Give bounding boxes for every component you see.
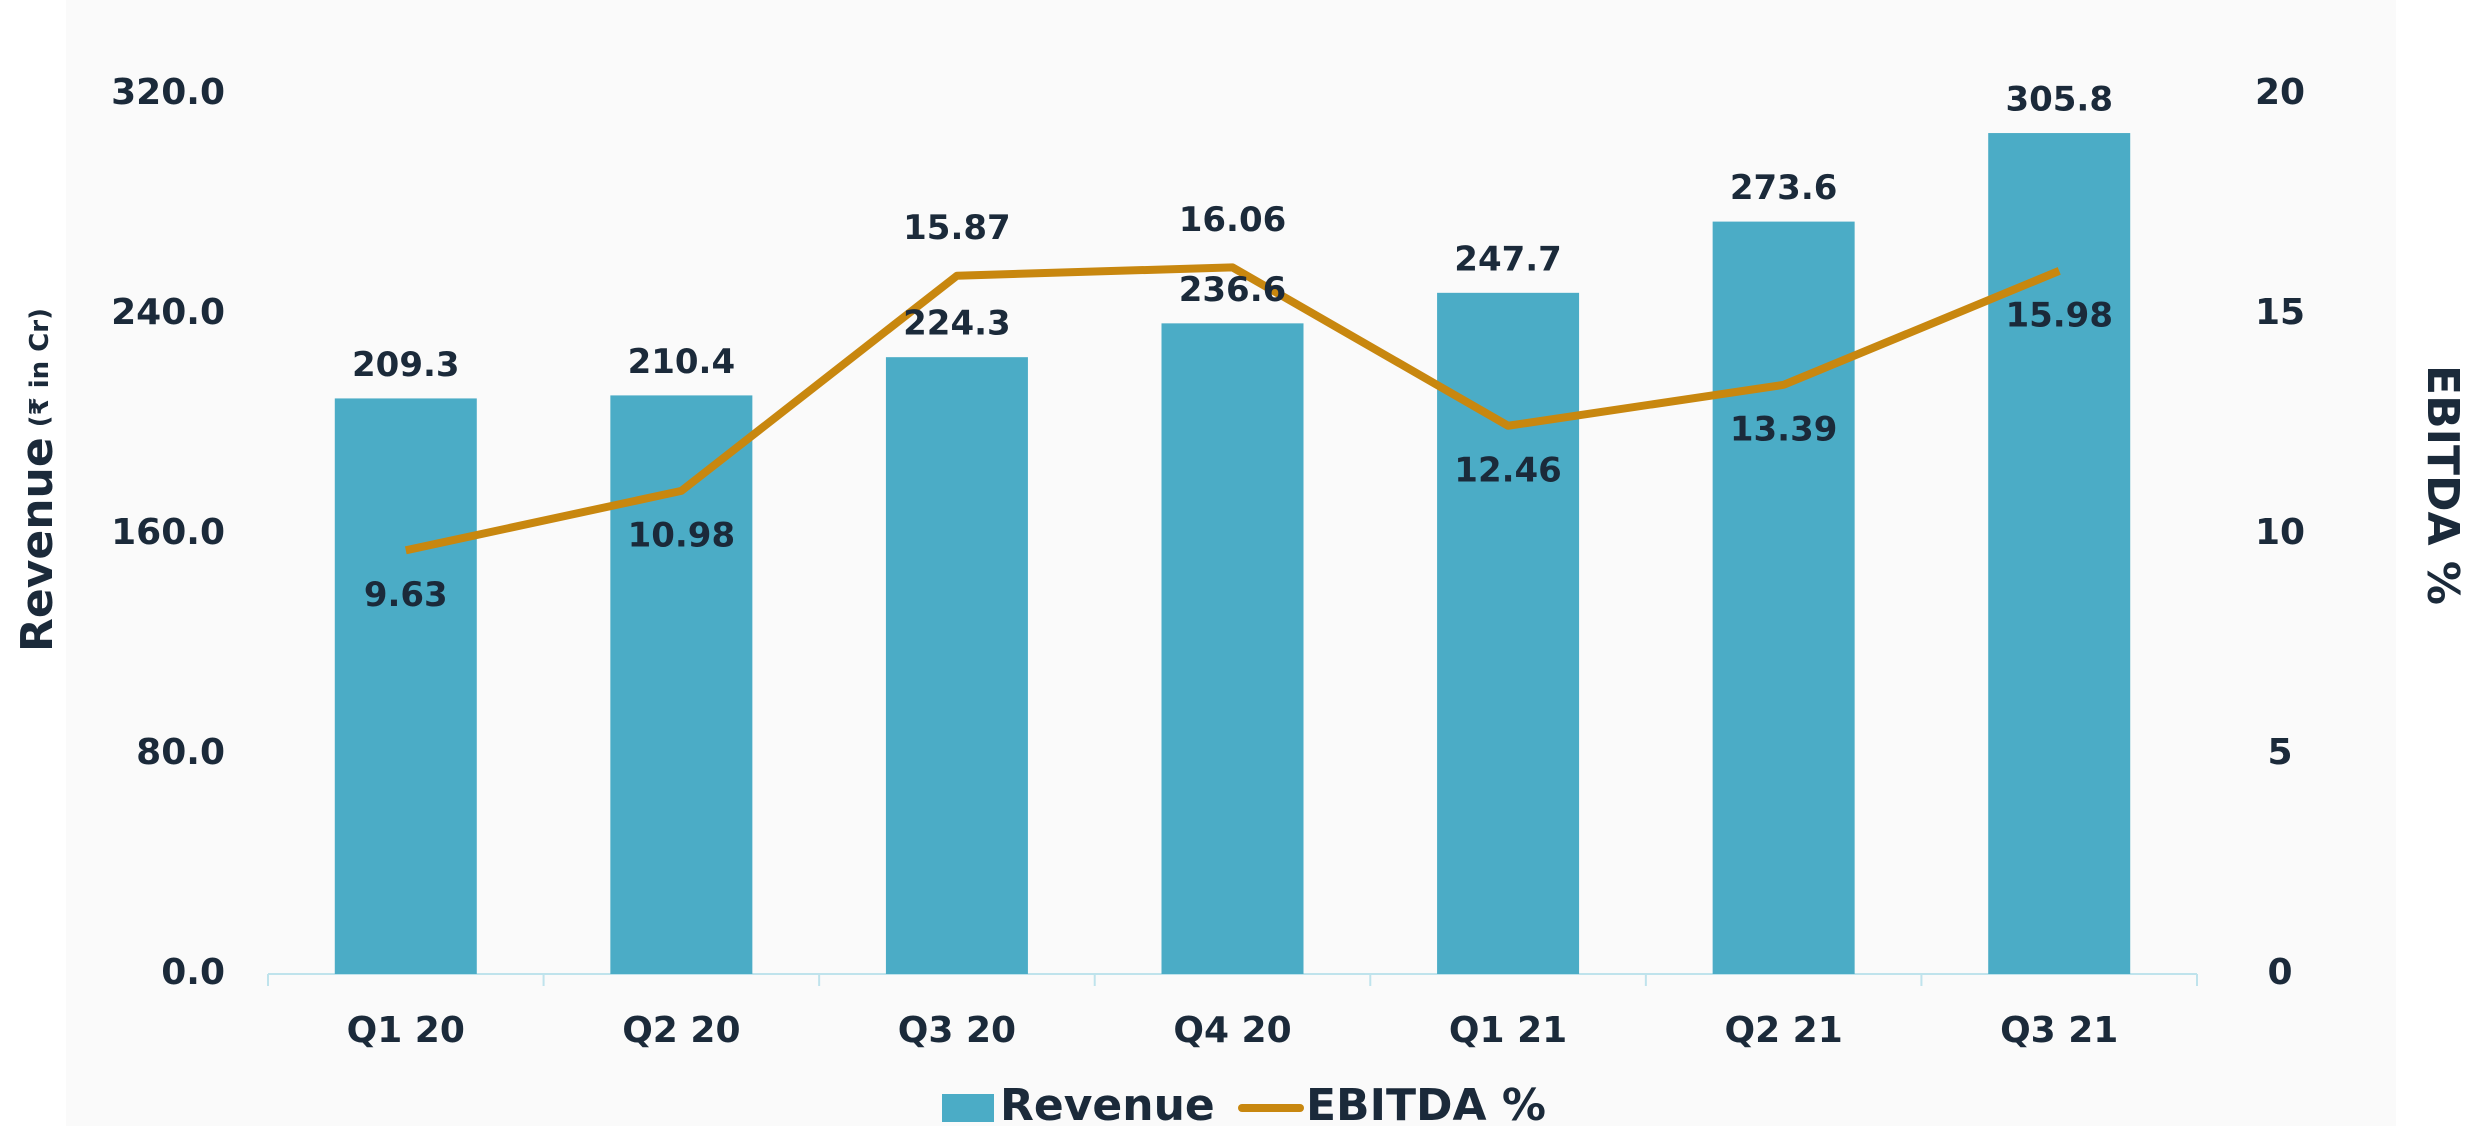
y-label-unit: (₹ in Cr) <box>25 308 55 427</box>
bar <box>1437 292 1580 974</box>
bar <box>610 395 753 974</box>
y-tick-label: 240.0 <box>111 292 225 333</box>
bar-value-label: 224.3 <box>903 304 1011 344</box>
y-tick-label: 80.0 <box>136 732 225 773</box>
y-axis-label: Revenue (₹ in Cr) <box>12 308 63 652</box>
x-tick-label: Q3 20 <box>898 1010 1016 1051</box>
x-tick-label: Q1 20 <box>347 1010 465 1051</box>
bar-value-label: 273.6 <box>1730 168 1838 208</box>
bar-value-label: 247.7 <box>1454 239 1562 279</box>
y-tick-label: 0.0 <box>161 952 225 993</box>
bar <box>1988 133 2131 975</box>
bar <box>1712 221 1855 975</box>
x-tick-label: Q4 20 <box>1173 1010 1291 1051</box>
line-value-label: 15.98 <box>2005 295 2113 335</box>
y-tick-label: 320.0 <box>111 72 225 113</box>
y2-axis-label: EBITDA % <box>2417 365 2468 605</box>
x-tick-label: Q2 21 <box>1724 1010 1842 1051</box>
legend-label: EBITDA % <box>1306 1080 1546 1130</box>
bar-value-label: 210.4 <box>628 342 736 382</box>
y-label-main: Revenue <box>12 437 63 652</box>
line <box>404 263 2061 555</box>
x-tick-label: Q3 21 <box>2000 1010 2118 1051</box>
y2-tick-label: 15 <box>2255 292 2305 333</box>
legend-label: Revenue <box>1000 1080 1215 1130</box>
y2-tick-label: 20 <box>2255 72 2305 113</box>
bar <box>885 357 1028 974</box>
line-value-label: 13.39 <box>1730 409 1838 449</box>
bar-value-label: 305.8 <box>2005 80 2113 120</box>
y-tick-label: 160.0 <box>111 512 225 553</box>
bar <box>1161 323 1304 975</box>
x-tick-label: Q1 21 <box>1449 1010 1567 1051</box>
line-value-label: 16.06 <box>1179 200 1287 240</box>
legend-swatch <box>942 1094 994 1122</box>
bar <box>334 398 477 974</box>
line-value-label: 15.87 <box>903 208 1011 248</box>
y2-tick-label: 0 <box>2267 952 2292 993</box>
y2-tick-label: 5 <box>2267 732 2292 773</box>
line-value-label: 12.46 <box>1454 450 1562 490</box>
bar-value-label: 236.6 <box>1179 270 1287 310</box>
bar-value-label: 209.3 <box>352 345 460 385</box>
line-value-label: 10.98 <box>628 515 736 555</box>
y2-tick-label: 10 <box>2255 512 2305 553</box>
line-value-label: 9.63 <box>364 575 448 615</box>
x-tick-label: Q2 20 <box>622 1010 740 1051</box>
